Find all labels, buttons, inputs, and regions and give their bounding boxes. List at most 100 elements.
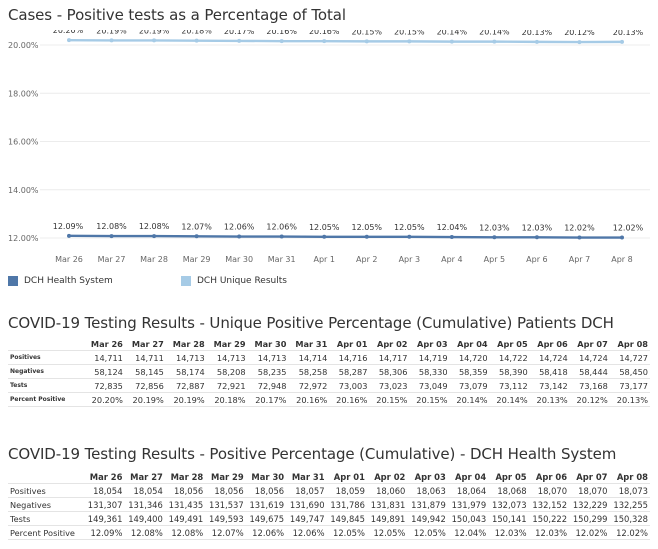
table-cell: 72,921	[206, 378, 248, 393]
column-header: Apr 01	[329, 337, 370, 351]
data-point	[577, 235, 582, 240]
data-point	[492, 39, 497, 44]
data-point	[279, 234, 284, 239]
table-cell: 12.05%	[366, 525, 408, 540]
table-cell: 18,054	[124, 483, 165, 498]
table-cell: 58,287	[329, 364, 370, 379]
table-cell: 14,724	[529, 350, 570, 365]
legend-label: DCH Health System	[24, 276, 113, 286]
x-tick-label: Mar 28	[140, 255, 168, 264]
table2-title: COVID-19 Testing Results - Positive Perc…	[8, 445, 617, 463]
table-cell: 132,073	[488, 497, 529, 512]
table-row: Percent Positive 12.09% 12.08% 12.08% 12.07%…	[8, 525, 650, 540]
table-cell: 20.12%	[569, 392, 610, 407]
data-label: 12.05%	[352, 223, 383, 232]
data-label: 12.06%	[224, 223, 255, 232]
y-tick-label: 12.00%	[8, 234, 39, 243]
data-point	[237, 38, 242, 43]
data-point	[194, 234, 199, 239]
table-corner	[8, 470, 84, 484]
table-cell: 20.15%	[369, 392, 410, 407]
data-label: 12.08%	[139, 222, 170, 231]
legend-item-unique-results[interactable]: DCH Unique Results	[181, 276, 287, 286]
data-point	[364, 234, 369, 239]
table-cell: 132,152	[528, 497, 570, 512]
legend-swatch-icon	[8, 276, 18, 286]
data-label: 20.14%	[437, 30, 468, 37]
table-row: Tests 72,835 72,856 72,887 72,921 72,948 72,97…	[8, 378, 650, 393]
table-cell: 58,124	[84, 364, 125, 379]
table-cell: 18,070	[569, 483, 610, 498]
table-cell: 20.20%	[84, 392, 125, 407]
x-tick-label: Apr 5	[484, 255, 505, 264]
column-header: Mar 26	[84, 337, 125, 351]
x-tick-label: Apr 8	[611, 255, 632, 264]
table-cell: 149,361	[84, 511, 125, 526]
column-header: Mar 27	[124, 470, 165, 484]
table-cell: 18,063	[407, 483, 448, 498]
x-tick-label: Mar 30	[225, 255, 253, 264]
data-label: 20.13%	[522, 30, 553, 37]
legend-item-health-system[interactable]: DCH Health System	[8, 276, 113, 286]
table-cell: 73,177	[609, 378, 650, 393]
data-label: 12.02%	[564, 224, 595, 233]
data-label: 20.19%	[96, 30, 127, 35]
column-header: Mar 30	[245, 470, 287, 484]
table1: Mar 26 Mar 27 Mar 28 Mar 29 Mar 30 Mar 31 Apr …	[8, 337, 650, 407]
table-corner	[8, 337, 84, 351]
column-header: Mar 30	[247, 337, 289, 351]
table2: Mar 26 Mar 27 Mar 28 Mar 29 Mar 30 Mar 31 Apr …	[8, 470, 650, 540]
table-cell: 149,675	[245, 511, 287, 526]
table-cell: 20.13%	[609, 392, 650, 407]
table-cell: 150,043	[447, 511, 489, 526]
table-cell: 149,845	[326, 511, 367, 526]
table-cell: 131,879	[407, 497, 448, 512]
column-header: Mar 31	[288, 337, 330, 351]
table-cell: 131,690	[286, 497, 327, 512]
row-label: Tests	[8, 378, 84, 393]
y-tick-label: 14.00%	[8, 186, 39, 195]
data-label: 20.15%	[352, 30, 383, 36]
x-tick-label: Apr 3	[399, 255, 420, 264]
table-cell: 131,307	[84, 497, 125, 512]
data-point	[364, 39, 369, 44]
data-label: 20.16%	[309, 30, 340, 36]
column-header: Mar 28	[165, 337, 207, 351]
x-tick-label: Apr 1	[313, 255, 334, 264]
table-cell: 18,057	[286, 483, 327, 498]
legend-swatch-icon	[181, 276, 191, 286]
data-point	[322, 234, 327, 239]
column-header: Apr 01	[326, 470, 367, 484]
data-label: 20.14%	[479, 30, 510, 37]
table-cell: 20.14%	[489, 392, 530, 407]
table-row: Positives 14,711 14,711 14,713 14,713 14,713 1…	[8, 350, 650, 365]
table-cell: 18,054	[84, 483, 125, 498]
data-label: 20.17%	[224, 30, 255, 36]
row-label: Positives	[8, 350, 84, 365]
x-tick-label: Apr 4	[441, 255, 462, 264]
table-cell: 14,716	[329, 350, 370, 365]
table-cell: 150,299	[569, 511, 610, 526]
table-cell: 18,056	[205, 483, 246, 498]
column-header: Mar 29	[205, 470, 246, 484]
table-cell: 73,168	[569, 378, 610, 393]
table-cell: 12.05%	[326, 525, 367, 540]
y-tick-label: 16.00%	[8, 138, 39, 147]
y-tick-label: 18.00%	[8, 89, 39, 98]
table-cell: 73,079	[449, 378, 490, 393]
table-cell: 18,059	[326, 483, 367, 498]
table-cell: 18,064	[447, 483, 489, 498]
table-cell: 58,390	[489, 364, 530, 379]
row-label: Percent Positive	[8, 525, 84, 540]
data-label: 12.09%	[53, 222, 84, 231]
table-cell: 73,003	[329, 378, 370, 393]
table-cell: 14,720	[449, 350, 490, 365]
data-label: 20.13%	[613, 30, 644, 37]
data-label: 12.06%	[266, 223, 297, 232]
series-line	[68, 234, 622, 239]
row-label: Negatives	[8, 497, 84, 512]
column-header: Apr 02	[366, 470, 408, 484]
data-point	[194, 38, 199, 43]
x-tick-label: Apr 6	[526, 255, 547, 264]
column-header: Mar 28	[164, 470, 206, 484]
